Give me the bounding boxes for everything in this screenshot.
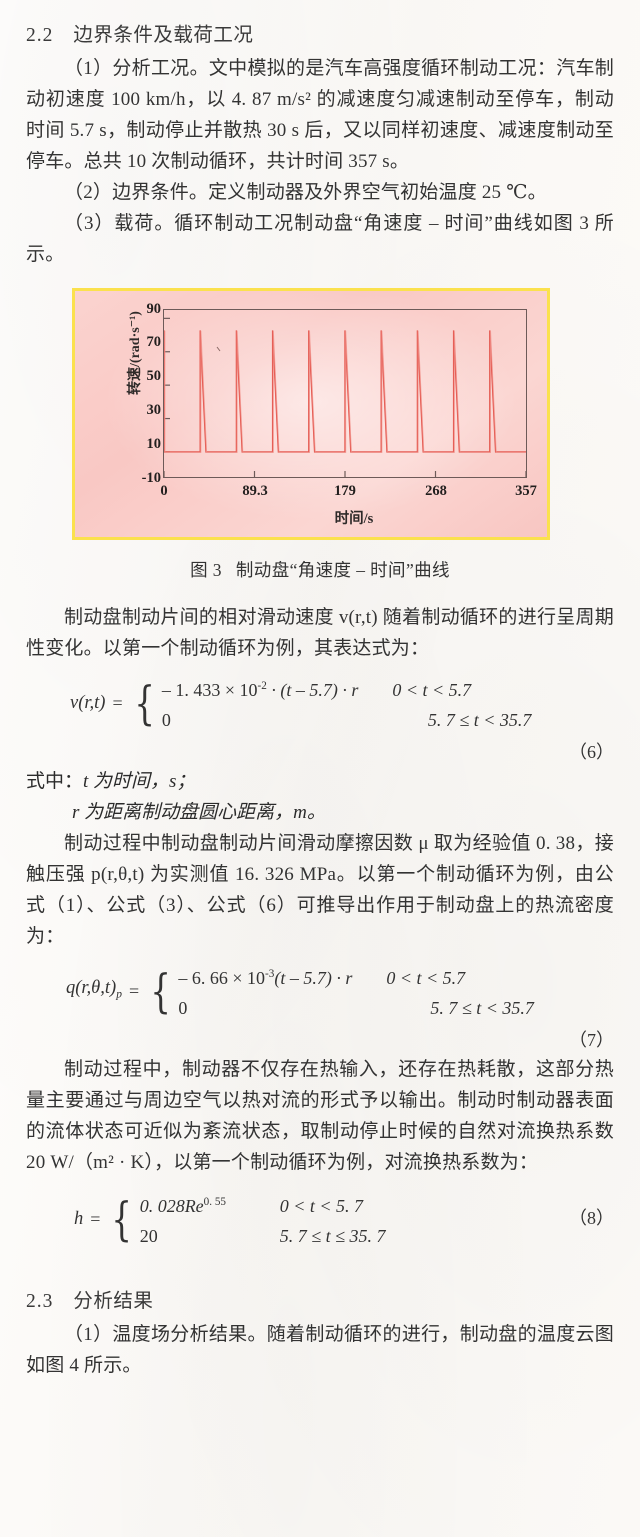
equation-7-case2-expr: 0 bbox=[178, 998, 188, 1018]
equation-6-equals: = bbox=[112, 693, 123, 713]
section-number-2-3: 2.3 bbox=[26, 1291, 54, 1312]
paragraph-convection: 制动过程中，制动器不仅存在热输入，还存在热耗散，这部分热量主要通过与周边空气以热… bbox=[26, 1059, 614, 1173]
x-tick-marks bbox=[164, 471, 526, 477]
equation-7-number: （7） bbox=[569, 1030, 614, 1050]
page-content: 2.2 边界条件及载荷工况 （1）分析工况。文中模拟的是汽车高强度循环制动工况：汽… bbox=[0, 18, 640, 1381]
equation-7-case1-exponent: -3 bbox=[265, 968, 275, 980]
equation-7-lhs-subscript: p bbox=[116, 988, 122, 1001]
y-tick-90: 90 bbox=[146, 301, 162, 317]
paragraph-load-condition: （3）载荷。循环制动工况制动盘“角速度 – 时间”曲线如图 3 所示。 bbox=[26, 213, 614, 265]
equation-8-case1-expr: 0. 028Re bbox=[139, 1196, 204, 1216]
section-heading-2-2: 2.2 边界条件及载荷工况 bbox=[26, 18, 614, 47]
x-tick-357: 357 bbox=[515, 483, 537, 499]
x-tick-89-3: 89.3 bbox=[242, 483, 268, 499]
paragraph-sliding-velocity: 制动盘制动片间的相对滑动速度 v(r,t) 随着制动循环的进行呈周期性变化。以第… bbox=[26, 607, 614, 659]
equation-7-equals: = bbox=[128, 981, 140, 1001]
equation-7-cases: – 6. 66 × 10-3(t – 5.7) · r 0 < t < 5.7 … bbox=[178, 960, 534, 1022]
equation-7-case-1: – 6. 66 × 10-3(t – 5.7) · r 0 < t < 5.7 bbox=[178, 960, 534, 992]
figure-3-frame: 转速/(rad·s⁻¹) 90 70 50 30 10 -10 bbox=[72, 288, 550, 540]
y-tick-50: 50 bbox=[146, 368, 162, 384]
equation-8: h = { 0. 028Re0. 55 0 < t < 5. 7 20 5. 7… bbox=[26, 1188, 614, 1250]
chart-y-tick-labels: 90 70 50 30 10 -10 bbox=[109, 291, 162, 486]
equation-6-lhs: v(r,t) bbox=[70, 693, 106, 713]
equation-6-case2-expr: 0 bbox=[161, 710, 171, 730]
x-tick-179: 179 bbox=[334, 483, 356, 499]
scan-speck bbox=[216, 346, 221, 352]
section-title: 边界条件及载荷工况 bbox=[73, 25, 254, 46]
figure-3-caption: 图 3 制动盘“角速度 – 时间”曲线 bbox=[26, 557, 614, 582]
equation-7-case1-condition: 0 < t < 5.7 bbox=[386, 968, 466, 988]
equation-8-brace: { bbox=[111, 1192, 133, 1246]
equation-8-case-2: 20 5. 7 ≤ t ≤ 35. 7 bbox=[140, 1222, 386, 1250]
equation-6-case-2: 0 5. 7 ≤ t < 35.7 bbox=[162, 706, 532, 734]
equation-8-case2-expr: 20 bbox=[139, 1226, 158, 1246]
paragraph-analysis-condition: （1）分析工况。文中模拟的是汽车高强度循环制动工况：汽车制动初速度 100 km… bbox=[26, 58, 614, 172]
where-line-2: r 为距离制动盘圆心距离，m。 bbox=[26, 797, 614, 828]
equation-6: v(r,t) = { – 1. 433 × 10-2 · (t – 5.7) ·… bbox=[26, 672, 614, 766]
chart-sawtooth-line-ghost bbox=[164, 330, 526, 453]
figure-3: 转速/(rad·s⁻¹) 90 70 50 30 10 -10 bbox=[26, 288, 614, 582]
section-number: 2.2 bbox=[26, 25, 54, 46]
equation-8-number: （8） bbox=[569, 1208, 614, 1228]
equation-6-case1-tail: · (t – 5.7) · r bbox=[266, 680, 359, 700]
paragraph-boundary-condition: （2）边界条件。定义制动器及外界空气初始温度 25 ℃。 bbox=[64, 182, 547, 203]
y-tick-30: 30 bbox=[146, 402, 162, 418]
equation-7: q(r,θ,t)p = { – 6. 66 × 10-3(t – 5.7) · … bbox=[26, 960, 614, 1054]
equation-6-case1-exponent: -2 bbox=[257, 680, 267, 692]
equation-8-case1-exponent: 0. 55 bbox=[203, 1196, 226, 1208]
where-line-2-text: r 为距离制动盘圆心距离，m。 bbox=[72, 802, 326, 823]
equation-7-case1-tail: (t – 5.7) · r bbox=[274, 968, 353, 988]
y-tick-neg10: -10 bbox=[141, 470, 161, 486]
section-title-2-3: 分析结果 bbox=[73, 1291, 154, 1312]
paragraph-friction-pressure: 制动过程中制动盘制动片间滑动摩擦因数 μ 取为经验值 0. 38，接触压强 p(… bbox=[26, 833, 614, 947]
y-tick-10: 10 bbox=[146, 436, 162, 452]
equation-8-case2-condition: 5. 7 ≤ t ≤ 35. 7 bbox=[279, 1226, 386, 1246]
chart-x-axis-label: 时间/s bbox=[334, 511, 374, 527]
where-line-1-text: t 为时间，s； bbox=[83, 771, 196, 792]
x-tick-268: 268 bbox=[425, 483, 447, 499]
equation-6-case1-condition: 0 < t < 5.7 bbox=[392, 680, 472, 700]
where-lead: 式中： bbox=[26, 771, 84, 792]
equation-8-case1-condition: 0 < t < 5. 7 bbox=[279, 1196, 363, 1216]
equation-6-brace: { bbox=[134, 676, 155, 730]
figure-caption-label: 图 3 bbox=[190, 560, 222, 580]
equation-8-lhs: h bbox=[74, 1209, 84, 1229]
equation-7-case1-expr: – 6. 66 × 10 bbox=[178, 968, 266, 988]
x-tick-0: 0 bbox=[160, 483, 168, 499]
y-tick-70: 70 bbox=[146, 334, 162, 350]
equation-7-case2-condition: 5. 7 ≤ t < 35.7 bbox=[430, 998, 534, 1018]
equation-6-number: （6） bbox=[569, 742, 614, 762]
equation-6-case2-condition: 5. 7 ≤ t < 35.7 bbox=[427, 710, 532, 730]
equation-8-equals: = bbox=[90, 1209, 101, 1229]
chart-series-svg bbox=[164, 317, 526, 477]
equation-8-case-1: 0. 028Re0. 55 0 < t < 5. 7 bbox=[140, 1188, 386, 1220]
equation-7-brace: { bbox=[150, 964, 171, 1018]
equation-6-case1-expr: – 1. 433 × 10 bbox=[161, 680, 258, 700]
section-heading-2-3: 2.3 分析结果 bbox=[26, 1284, 614, 1313]
figure-caption-text: 制动盘“角速度 – 时间”曲线 bbox=[235, 560, 450, 580]
equation-7-case-2: 0 5. 7 ≤ t < 35.7 bbox=[178, 994, 534, 1022]
where-block-6: 式中：t 为时间，s； r 为距离制动盘圆心距离，m。 bbox=[26, 766, 614, 828]
figure-3-background bbox=[75, 291, 547, 537]
equation-7-lhs: q(r,θ,t)p bbox=[66, 977, 122, 1001]
equation-6-cases: – 1. 433 × 10-2 · (t – 5.7) · r 0 < t < … bbox=[162, 672, 532, 734]
chart-plot-area bbox=[163, 309, 527, 478]
where-line-1: 式中：t 为时间，s； bbox=[26, 766, 614, 797]
equation-6-case-1: – 1. 433 × 10-2 · (t – 5.7) · r 0 < t < … bbox=[162, 672, 532, 704]
paragraph-temperature-field: （1）温度场分析结果。随着制动循环的进行，制动盘的温度云图如图 4 所示。 bbox=[26, 1324, 614, 1376]
equation-8-cases: 0. 028Re0. 55 0 < t < 5. 7 20 5. 7 ≤ t ≤… bbox=[140, 1188, 386, 1250]
